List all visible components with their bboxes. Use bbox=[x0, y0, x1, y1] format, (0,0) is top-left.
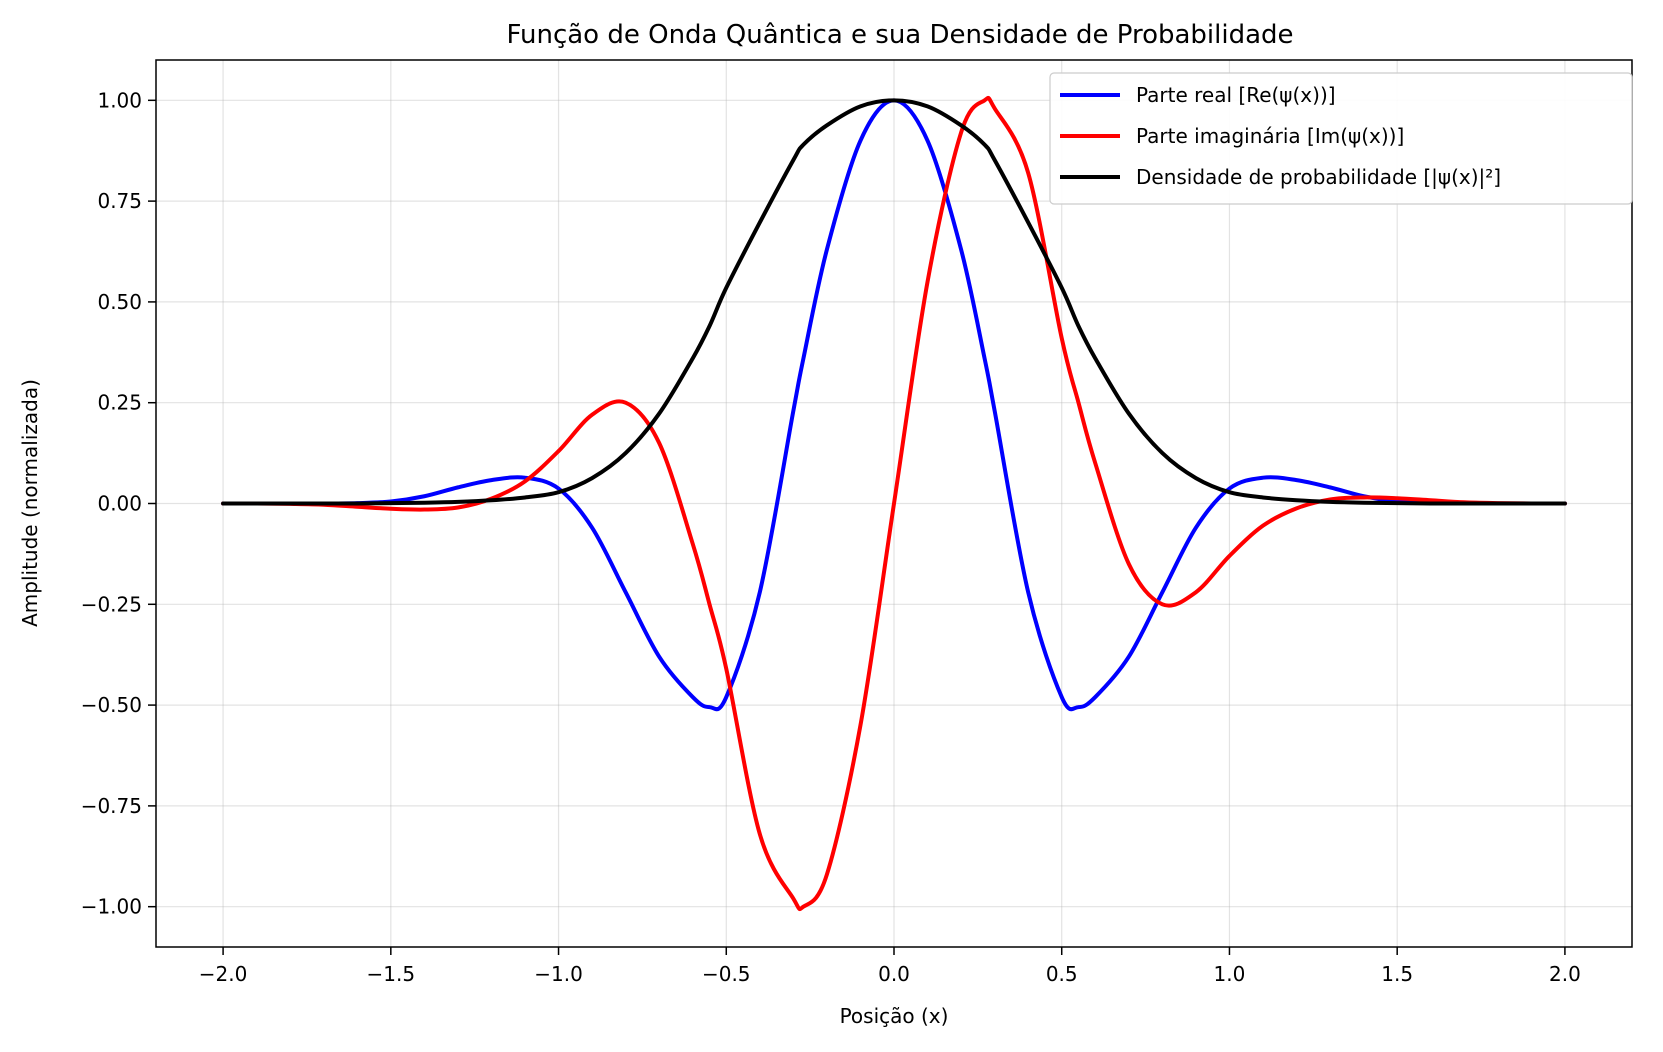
x-tick-label: −0.5 bbox=[702, 962, 751, 986]
x-tick-label: −1.5 bbox=[367, 962, 416, 986]
x-tick-label: −1.0 bbox=[534, 962, 583, 986]
y-tick-label: 0.00 bbox=[97, 492, 142, 516]
x-tick-label: 1.0 bbox=[1214, 962, 1246, 986]
x-axis-ticks: −2.0 −1.5 −1.0 −0.5 0.0 0.5 1.0 1.5 2.0 bbox=[199, 947, 1581, 986]
chart-title: Função de Onda Quântica e sua Densidade … bbox=[506, 20, 1293, 50]
legend-box bbox=[1049, 72, 1633, 205]
legend-label-density: Densidade de probabilidade [|ψ(x)|²] bbox=[1136, 165, 1501, 189]
y-tick-label: −1.00 bbox=[81, 895, 142, 919]
x-tick-label: 0.0 bbox=[878, 962, 910, 986]
x-tick-label: 0.5 bbox=[1046, 962, 1078, 986]
legend: Parte real [Re(ψ(x))] Parte imaginária [… bbox=[1049, 72, 1633, 205]
y-tick-label: −0.75 bbox=[81, 794, 142, 818]
y-tick-label: 1.00 bbox=[97, 88, 142, 112]
legend-label-imaginary: Parte imaginária [Im(ψ(x))] bbox=[1136, 124, 1404, 148]
x-tick-label: −2.0 bbox=[199, 962, 248, 986]
y-axis-title: Amplitude (normalizada) bbox=[18, 379, 42, 627]
x-axis-title: Posição (x) bbox=[840, 1004, 949, 1028]
series-line-density bbox=[221, 98, 1567, 506]
y-tick-label: 0.25 bbox=[97, 391, 142, 415]
y-tick-label: 0.50 bbox=[97, 290, 142, 314]
y-tick-label: −0.25 bbox=[81, 592, 142, 616]
series-lines bbox=[221, 95, 1567, 912]
legend-label-real: Parte real [Re(ψ(x))] bbox=[1136, 83, 1336, 107]
y-tick-label: 0.75 bbox=[97, 189, 142, 213]
x-tick-label: 2.0 bbox=[1549, 962, 1581, 986]
x-tick-label: 1.5 bbox=[1381, 962, 1413, 986]
y-tick-label: −0.50 bbox=[81, 693, 142, 717]
y-axis-ticks: 1.00 0.75 0.50 0.25 0.00 −0.25 −0.50 −0.75 −1.00 bbox=[81, 88, 156, 919]
